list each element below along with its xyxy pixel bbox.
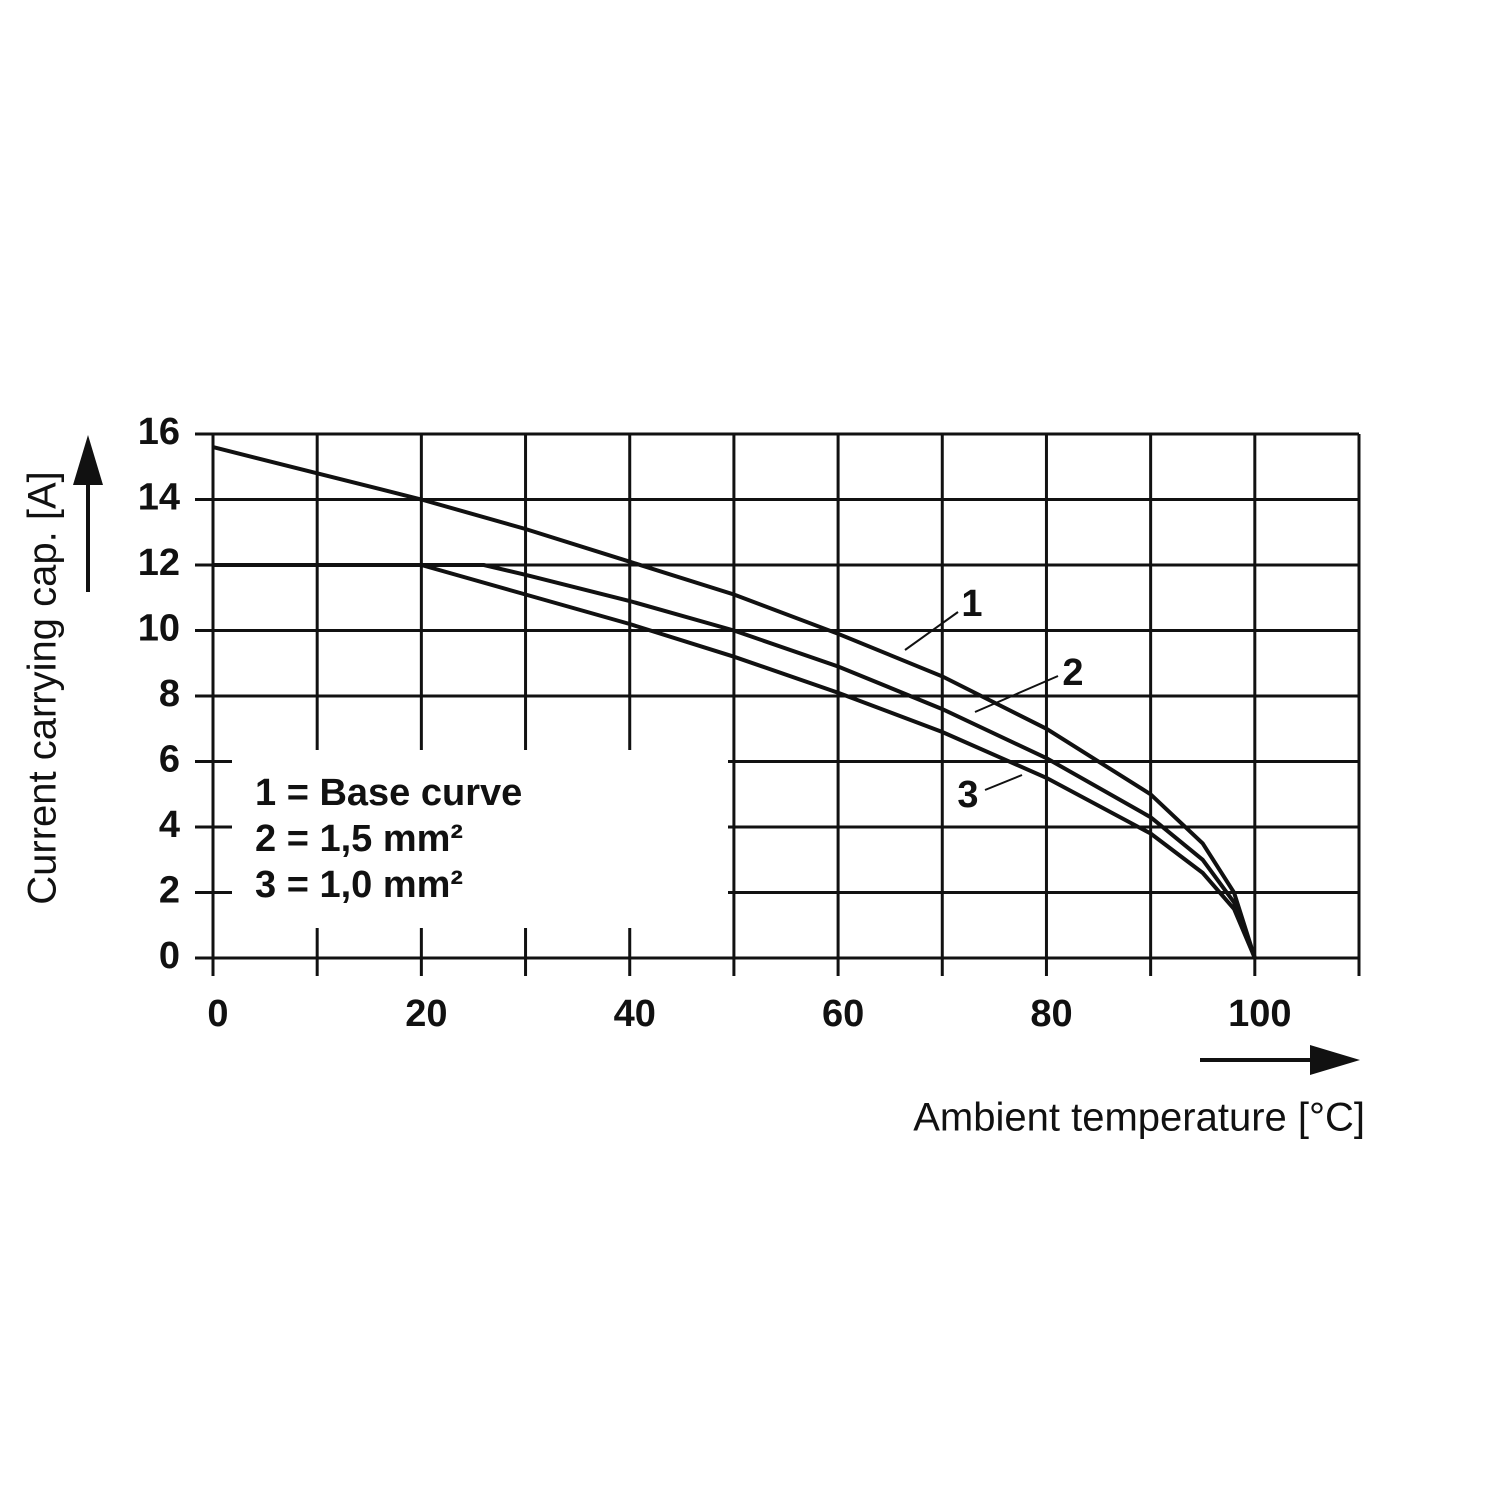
grid [195, 432, 1361, 976]
legend-entry: 3 = 1,0 mm² [255, 864, 463, 906]
legend-box [232, 750, 728, 928]
y-tick-label: 8 [159, 673, 180, 715]
curve-label: 1 [961, 583, 982, 625]
y-tick-label: 2 [159, 870, 180, 912]
leader-line [974, 675, 1059, 713]
x-axis-label: Ambient temperature [°C] [913, 1096, 1365, 1140]
legend-entry: 1 = Base curve [255, 772, 522, 814]
leader-line [984, 774, 1023, 791]
legend-entry: 2 = 1,5 mm² [255, 818, 463, 860]
y-axis-label: Current carrying cap. [A] [21, 471, 65, 905]
x-tick-label: 80 [1030, 993, 1072, 1035]
x-arrow-head [1310, 1045, 1360, 1075]
marks [212, 445, 1257, 959]
x-tick-label: 40 [614, 993, 656, 1035]
curve [212, 445, 1257, 959]
y-tick-label: 16 [138, 411, 180, 453]
y-tick-label: 6 [159, 739, 180, 781]
x-tick-label: 20 [405, 993, 447, 1035]
curve [213, 563, 1257, 959]
y-tick-label: 10 [138, 608, 180, 650]
y-tick-label: 12 [138, 542, 180, 584]
curve-label: 2 [1062, 652, 1083, 694]
x-tick-label: 0 [207, 993, 228, 1035]
x-tick-label: 100 [1228, 993, 1291, 1035]
curve-label: 3 [957, 774, 978, 816]
y-tick-label: 14 [138, 477, 180, 519]
x-tick-label: 60 [822, 993, 864, 1035]
curve [213, 563, 1257, 959]
leader-line [904, 611, 959, 651]
y-tick-label: 4 [159, 804, 180, 846]
y-tick-label: 0 [159, 935, 180, 977]
y-arrow-head [73, 435, 103, 485]
